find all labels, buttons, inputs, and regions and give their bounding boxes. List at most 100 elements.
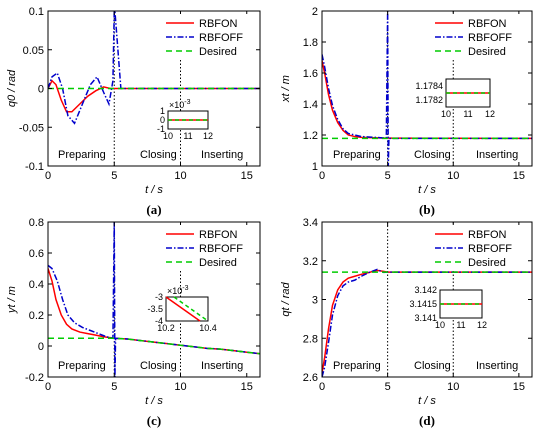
inset: 10 11 12 -101 ×10-3 — [157, 99, 213, 141]
phase-label-closing: Closing — [140, 360, 177, 372]
inset-y-tick-label: -1 — [157, 124, 165, 134]
legend-label-rbfon: RBFON — [199, 18, 238, 30]
phase-label-closing: Closing — [414, 360, 451, 372]
panel-4: 0 5 10 15 2.6 2.8 3 3.2 3.4 t / s qt / rad (d) Prepa… — [280, 217, 533, 428]
x-tick-label: 0 — [45, 381, 51, 393]
inset-scale-exponent: -3 — [182, 285, 188, 292]
series-line-rbfon — [322, 269, 532, 374]
y-tick-label: -0.1 — [25, 161, 44, 173]
series-line-rbfon — [48, 79, 260, 113]
x-tick-label: 5 — [111, 381, 117, 393]
phase-label-preparing: Preparing — [333, 360, 381, 372]
x-tick-label: 0 — [319, 170, 325, 182]
inset-y-tick-label: 0 — [160, 115, 165, 125]
y-tick-label: 0.4 — [29, 279, 44, 291]
series-line-desired — [48, 337, 260, 355]
y-tick-label: 0.1 — [29, 6, 44, 18]
inset: 10 11 12 3.141 3.1415 3.142 — [409, 285, 487, 330]
legend-label-rbfon: RBFON — [468, 18, 507, 30]
y-tick-label: 0.05 — [23, 45, 44, 57]
panel-3: 0 5 10 15-0.200.20.40.60.8t / syt / m(c)Pre… — [6, 217, 261, 428]
inset-y-tick-label: 3.141 — [414, 313, 437, 323]
inset-x-tick-label: 12 — [485, 109, 495, 119]
y-tick-label: 3.2 — [303, 256, 318, 268]
legend: RBFON RBFOFF Desired — [164, 14, 256, 59]
x-axis-label: t / s — [145, 395, 163, 407]
legend: RBFON RBFOFF Desired — [433, 14, 525, 59]
axes-box — [321, 10, 533, 167]
legend-label-rbfoff: RBFOFF — [199, 243, 243, 255]
phase-label-inserting: Inserting — [201, 360, 243, 372]
y-axis-label: xt / m — [280, 75, 292, 103]
y-tick-label: 0.6 — [29, 248, 44, 260]
legend-label-rbfon: RBFON — [468, 229, 507, 241]
y-tick-label: 1.6 — [303, 68, 318, 80]
x-tick-label: 15 — [241, 381, 253, 393]
inset-x-tick-label: 10 — [435, 320, 445, 330]
y-tick-label: 3.4 — [303, 217, 318, 229]
panel-label: (d) — [419, 413, 435, 428]
x-tick-label: 0 — [45, 170, 51, 182]
legend-label-rbfoff: RBFOFF — [199, 32, 243, 44]
phase-label-closing: Closing — [414, 149, 451, 161]
y-tick-label: 2.8 — [303, 333, 318, 345]
axes-box — [47, 221, 261, 378]
legend-label-rbfoff: RBFOFF — [468, 243, 512, 255]
x-tick-label: 10 — [174, 381, 186, 393]
inset-x-tick-label: 11 — [456, 320, 465, 330]
inset-x-tick-label: 12 — [203, 131, 213, 141]
x-axis-label: t / s — [418, 184, 436, 196]
x-axis-label: t / s — [145, 184, 163, 196]
phase-label-inserting: Inserting — [201, 149, 243, 161]
phase-label-preparing: Preparing — [58, 360, 106, 372]
x-tick-label: 15 — [513, 381, 525, 393]
x-tick-label: 0 — [319, 381, 325, 393]
inset-x-tick-label: 10 — [163, 131, 173, 141]
y-tick-label: 0 — [38, 341, 44, 353]
inset-y-tick-label: -3 — [155, 292, 163, 302]
inset: 10.2 10.4-4-3.5-3×10-3 — [147, 285, 216, 333]
series-line-rbfoff — [48, 222, 260, 377]
y-tick-label: -0.05 — [19, 122, 44, 134]
legend: RBFON RBFOFF Desired — [433, 225, 525, 270]
panel-label: (a) — [146, 202, 161, 217]
inset-x-tick-label: 11 — [463, 109, 472, 119]
legend-label-rbfon: RBFON — [199, 229, 238, 241]
legend-label-desired: Desired — [199, 257, 237, 269]
series-group — [322, 11, 532, 166]
inset-scale-label: ×10-3 — [167, 285, 189, 296]
series-line-rbfoff — [322, 11, 532, 166]
x-tick-label: 15 — [513, 170, 525, 182]
x-axis-label: t / s — [418, 395, 436, 407]
inset-y-tick-label: 3.142 — [414, 285, 437, 295]
legend-label-rbfoff: RBFOFF — [468, 32, 512, 44]
y-axis-label: q0 / rad — [6, 69, 18, 107]
x-tick-label: 5 — [385, 170, 391, 182]
y-tick-label: 2.6 — [303, 372, 318, 384]
x-tick-label: 5 — [111, 170, 117, 182]
inset-box — [165, 296, 209, 322]
inset-y-tick-label: 1.1782 — [415, 95, 443, 105]
series-group — [48, 11, 260, 125]
inset: 10 11 12 1.1782 1.1784 — [415, 78, 495, 119]
y-tick-label: 1.4 — [303, 99, 318, 111]
inset-x-tick-label: 11 — [183, 131, 192, 141]
panel-label: (c) — [147, 413, 161, 428]
x-tick-label: 10 — [447, 170, 459, 182]
y-tick-label: 0.2 — [29, 310, 44, 322]
y-tick-label: 2 — [312, 6, 318, 18]
series-line-rbfoff — [48, 11, 260, 125]
y-tick-label: 1.8 — [303, 37, 318, 49]
inset-y-tick-label: -4 — [155, 316, 163, 326]
series-group — [322, 268, 532, 377]
y-tick-label: 1.2 — [303, 130, 318, 142]
inset-x-tick-label: 10.4 — [199, 323, 217, 333]
x-tick-label: 15 — [241, 170, 253, 182]
inset-y-tick-label: 1 — [160, 106, 165, 116]
legend-label-desired: Desired — [199, 46, 237, 58]
phase-label-inserting: Inserting — [476, 360, 518, 372]
inset-y-tick-label: 1.1784 — [415, 81, 443, 91]
inset-y-tick-label: 3.1415 — [409, 299, 437, 309]
